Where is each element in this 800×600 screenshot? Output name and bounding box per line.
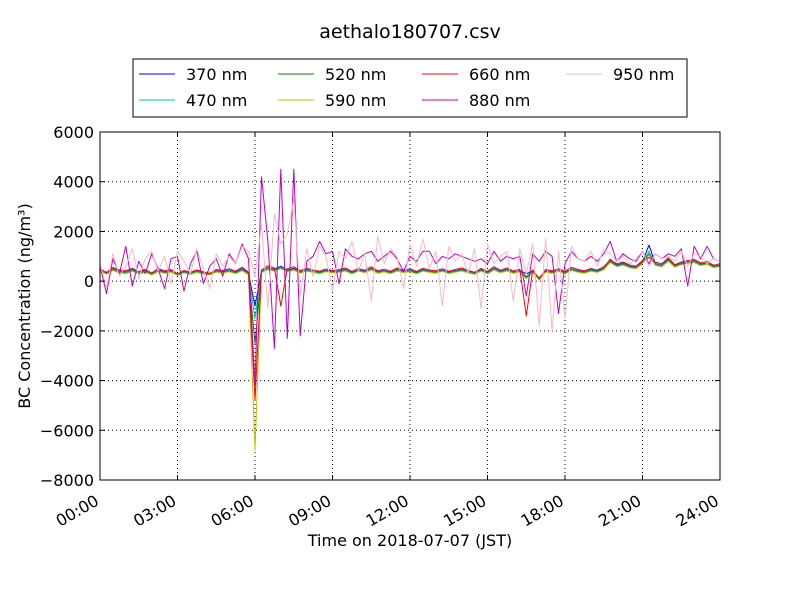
x-axis-title: Time on 2018-07-07 (JST) xyxy=(307,531,512,550)
legend-label: 880 nm xyxy=(469,91,530,110)
y-tick-label: 4000 xyxy=(53,173,94,192)
legend-item: 520 nm xyxy=(278,65,386,84)
y-tick-label: 0 xyxy=(84,272,94,291)
legend-item: 470 nm xyxy=(139,91,247,110)
y-tick-label: −8000 xyxy=(40,471,94,490)
legend-item: 370 nm xyxy=(139,65,247,84)
y-tick-label: −6000 xyxy=(40,421,94,440)
y-tick-label: −4000 xyxy=(40,372,94,391)
legend-label: 590 nm xyxy=(325,91,386,110)
legend-item: 660 nm xyxy=(422,65,530,84)
legend-item: 950 nm xyxy=(566,65,674,84)
chart-title: aethalo180707.csv xyxy=(319,21,501,43)
legend-label: 660 nm xyxy=(469,65,530,84)
series-line-590-nm xyxy=(99,254,721,451)
y-axis-title: BC Concentration (ng/m³) xyxy=(15,203,34,408)
plot-series xyxy=(99,168,721,451)
legend-label: 370 nm xyxy=(186,65,247,84)
y-tick-label: 2000 xyxy=(53,222,94,241)
legend-item: 590 nm xyxy=(278,91,386,110)
legend-label: 950 nm xyxy=(613,65,674,84)
legend-item: 880 nm xyxy=(422,91,530,110)
y-axis: −8000 −6000 −4000 −2000 0 2000 4000 6000 xyxy=(40,123,720,490)
legend: 370 nm 470 nm 520 nm 590 nm 660 nm 880 nm 950 … xyxy=(132,58,688,118)
grid xyxy=(100,132,720,480)
legend-label: 470 nm xyxy=(186,91,247,110)
y-tick-label: −2000 xyxy=(40,322,94,341)
legend-label: 520 nm xyxy=(325,65,386,84)
series-line-660-nm xyxy=(99,257,721,401)
series-line-950-nm xyxy=(99,198,721,332)
y-tick-label: 6000 xyxy=(53,123,94,142)
